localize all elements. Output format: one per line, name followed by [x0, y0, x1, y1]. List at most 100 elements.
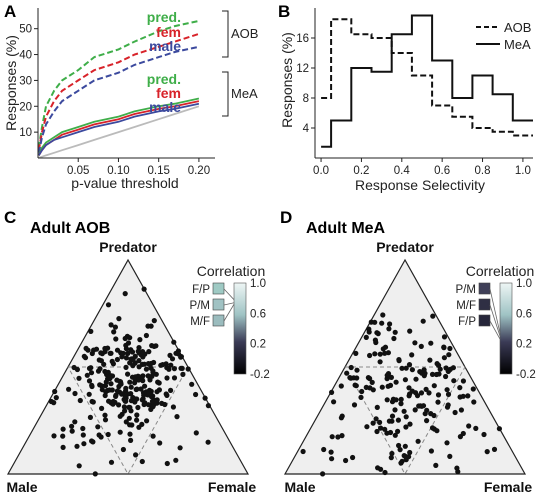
- panel-a-legend: pred. fem male AOB pred. fem male MeA: [147, 9, 258, 117]
- data-point: [328, 449, 334, 455]
- data-point: [171, 366, 177, 372]
- data-point: [397, 447, 403, 453]
- data-point: [359, 388, 365, 395]
- data-point: [76, 375, 82, 381]
- data-point: [116, 402, 122, 408]
- data-point: [382, 350, 388, 356]
- data-point: [339, 413, 345, 419]
- data-point: [354, 375, 360, 381]
- data-point: [120, 446, 126, 453]
- data-point: [415, 438, 421, 444]
- y-tick-label: 16: [296, 33, 309, 45]
- data-point: [389, 413, 396, 419]
- data-point: [441, 344, 447, 350]
- data-point: [173, 457, 179, 463]
- data-point: [167, 352, 173, 358]
- data-point: [125, 371, 131, 377]
- data-point: [148, 394, 155, 400]
- panel-c: C Adult AOB Predator Male Female Correla…: [4, 208, 270, 495]
- data-point: [444, 404, 451, 410]
- panel-a-series: [37, 19, 200, 159]
- legend-mea-bracket: [222, 71, 229, 117]
- data-point: [138, 386, 144, 392]
- data-point: [60, 444, 66, 450]
- data-point: [409, 367, 415, 373]
- legend-aob-fem: fem: [156, 24, 181, 40]
- data-point: [392, 329, 398, 335]
- data-point: [366, 326, 372, 332]
- data-point: [74, 366, 80, 373]
- data-point: [135, 404, 141, 411]
- data-point: [108, 381, 114, 387]
- data-point: [458, 407, 464, 413]
- data-point: [398, 460, 404, 466]
- data-point: [60, 426, 66, 432]
- data-point: [382, 344, 389, 350]
- data-point: [350, 454, 356, 461]
- data-point: [193, 391, 199, 398]
- panel-c-corner-top: Predator: [99, 239, 157, 255]
- data-point: [127, 379, 133, 385]
- panel-c-corner-left: Male: [6, 479, 37, 495]
- data-point: [136, 377, 142, 383]
- data-point: [428, 448, 434, 454]
- colorbar-tick-label: 0.6: [250, 308, 266, 320]
- data-point: [437, 366, 443, 372]
- data-point: [72, 419, 78, 425]
- panel-d-colorbar: 1.0 0.6 0.2 -0.2 P/M M/F F/P: [456, 278, 536, 381]
- colorbar-tick-label: 0.2: [250, 339, 266, 351]
- data-point: [185, 366, 191, 372]
- colorbar-tick-label: 0.6: [516, 308, 532, 320]
- data-point: [393, 379, 399, 385]
- data-point: [430, 313, 436, 319]
- panel-b-series: [321, 14, 533, 148]
- data-point: [427, 357, 433, 363]
- legend-mea-pred: pred.: [147, 71, 181, 87]
- data-point: [422, 370, 428, 376]
- data-point: [164, 460, 170, 467]
- data-point: [446, 352, 452, 358]
- data-point: [470, 386, 476, 392]
- data-point: [343, 457, 349, 464]
- series-mea-pred: [37, 97, 200, 156]
- data-point: [174, 414, 180, 420]
- data-point: [193, 430, 199, 436]
- panel-d-corner-right: Female: [484, 479, 532, 495]
- data-point: [496, 426, 502, 432]
- data-point: [51, 433, 57, 439]
- data-point: [412, 340, 418, 346]
- data-point: [354, 367, 360, 373]
- data-point: [155, 379, 161, 385]
- data-point: [466, 423, 472, 429]
- correlation-marker-label: M/F: [190, 316, 210, 328]
- data-point: [89, 350, 95, 357]
- data-point: [373, 416, 379, 422]
- data-point: [407, 328, 413, 334]
- series-aob: [321, 18, 533, 137]
- data-point: [338, 383, 344, 389]
- x-tick-label: 0.05: [67, 165, 89, 177]
- data-point: [348, 364, 354, 371]
- data-point: [379, 320, 385, 326]
- data-point: [146, 373, 152, 379]
- legend-aob-label: AOB: [504, 20, 531, 35]
- data-point: [110, 401, 116, 407]
- data-point: [89, 383, 95, 390]
- data-point: [146, 349, 152, 355]
- series-mea: [321, 14, 533, 148]
- data-point: [53, 395, 59, 401]
- data-point: [142, 383, 148, 389]
- correlation-marker: [478, 314, 491, 327]
- correlation-marker: [478, 298, 491, 311]
- data-point: [114, 377, 120, 383]
- data-point: [127, 422, 133, 428]
- data-point: [435, 392, 442, 398]
- data-point: [384, 372, 390, 378]
- data-point: [424, 407, 430, 413]
- correlation-marker-label: F/P: [192, 284, 210, 296]
- panel-d: D Adult MeA Predator Male Female Correla…: [280, 208, 536, 495]
- data-point: [377, 351, 383, 357]
- x-tick-label: 0.0: [313, 165, 329, 177]
- data-point: [87, 414, 93, 420]
